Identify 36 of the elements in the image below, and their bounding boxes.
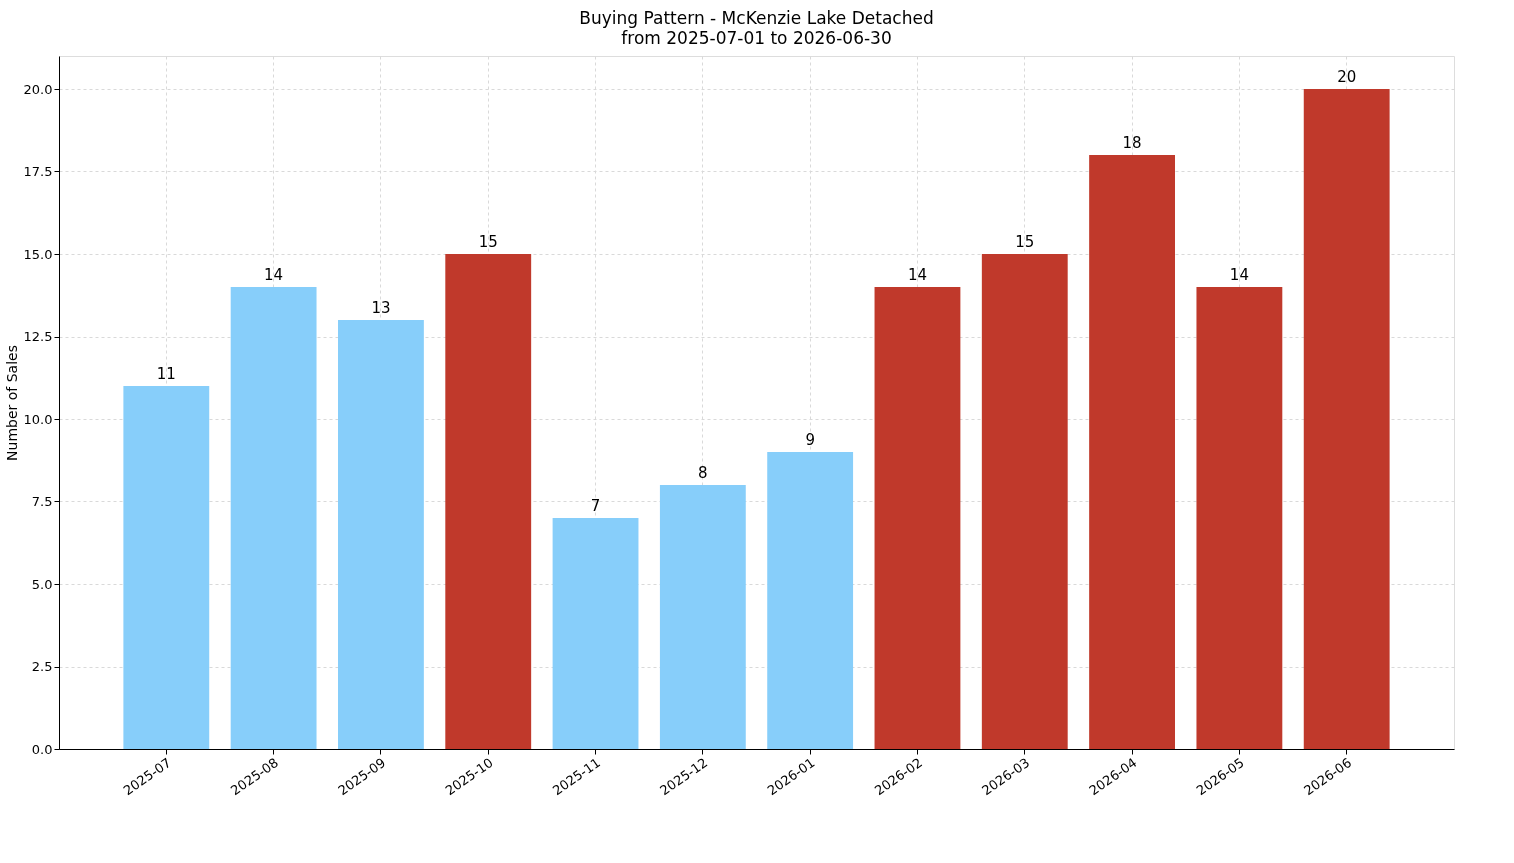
data-label: 14 (907, 266, 928, 284)
bar (1196, 287, 1283, 749)
y-tick-label: 20.0 (23, 81, 53, 97)
y-tick-label: 0.0 (31, 741, 53, 757)
bar (445, 254, 532, 749)
bar (767, 452, 854, 749)
y-tick-label: 12.5 (23, 329, 53, 344)
y-tick-label: 17.5 (23, 164, 53, 179)
bar (552, 518, 639, 749)
data-label: 8 (698, 464, 708, 482)
data-label: 14 (264, 266, 284, 284)
data-label: 18 (1122, 134, 1142, 152)
y-tick-label: 10.0 (23, 411, 53, 427)
y-tick-label: 2.5 (31, 659, 53, 674)
chart-title: Buying Pattern - McKenzie Lake Detached (579, 8, 934, 28)
bar (338, 320, 424, 749)
bar (123, 386, 210, 749)
bar (659, 485, 746, 749)
y-tick-label: 15.0 (23, 246, 53, 262)
bar (981, 254, 1068, 749)
data-label: 13 (371, 299, 391, 317)
bar (1089, 155, 1175, 749)
data-label: 14 (1229, 266, 1249, 284)
chart-subtitle: from 2025-07-01 to 2026-06-30 (621, 28, 892, 48)
data-label: 15 (1015, 233, 1035, 251)
data-label: 20 (1337, 68, 1357, 86)
data-label: 9 (805, 431, 815, 449)
bar (1303, 89, 1390, 749)
y-axis-title: Number of Sales (3, 345, 20, 461)
bar (230, 287, 317, 749)
data-label: 15 (478, 233, 498, 251)
bar (874, 287, 961, 749)
y-tick-label: 7.5 (31, 494, 53, 509)
data-label: 11 (156, 365, 176, 383)
y-tick-label: 5.0 (31, 576, 53, 592)
data-label: 7 (590, 497, 601, 515)
